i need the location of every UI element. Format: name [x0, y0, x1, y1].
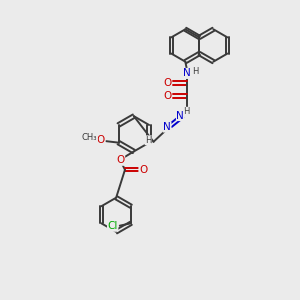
- Text: H: H: [145, 136, 152, 145]
- Text: CH₃: CH₃: [82, 134, 98, 142]
- Text: O: O: [139, 165, 147, 175]
- Text: H: H: [184, 107, 190, 116]
- Text: O: O: [116, 155, 125, 165]
- Text: Cl: Cl: [107, 221, 118, 231]
- Text: O: O: [164, 78, 172, 88]
- Text: H: H: [192, 67, 198, 76]
- Text: N: N: [163, 122, 171, 132]
- Text: O: O: [164, 91, 172, 101]
- Text: N: N: [183, 68, 191, 78]
- Text: N: N: [176, 110, 184, 121]
- Text: O: O: [97, 135, 105, 145]
